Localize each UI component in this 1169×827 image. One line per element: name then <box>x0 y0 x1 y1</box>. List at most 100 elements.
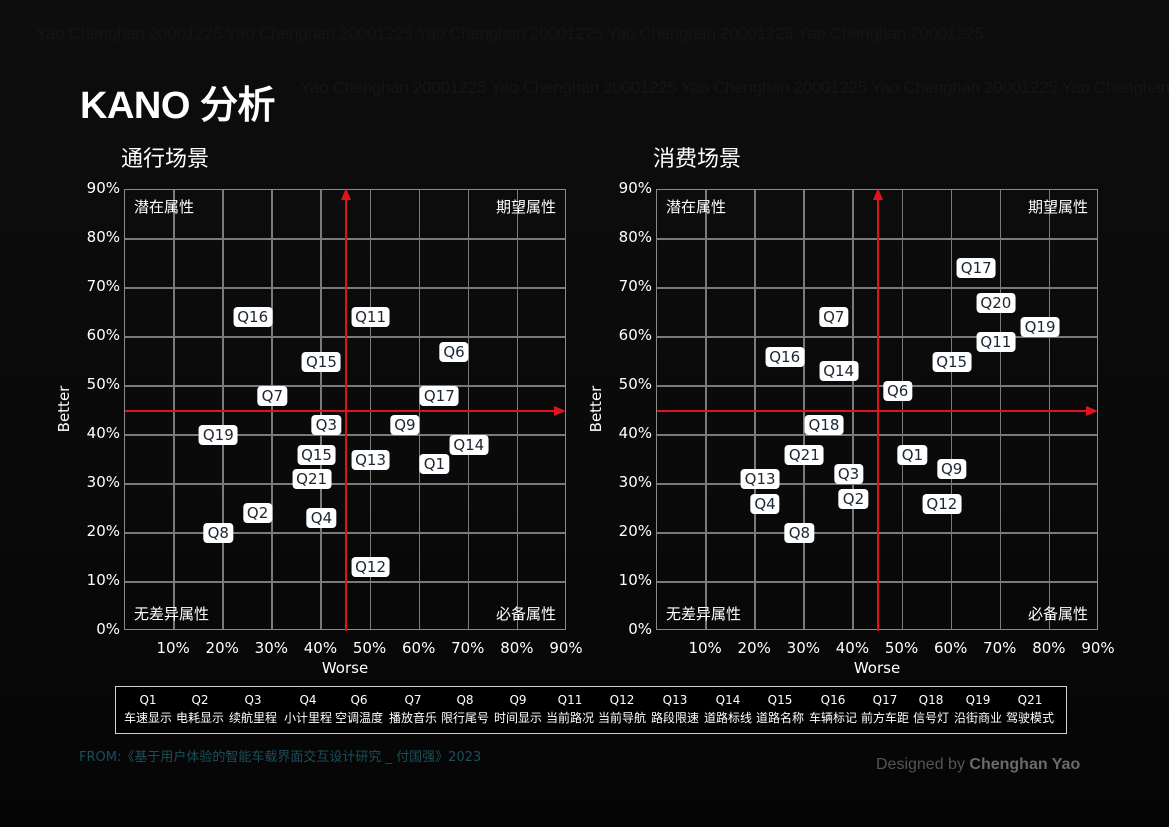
arrow-up-icon <box>341 188 351 200</box>
chart-title: 消费场景 <box>653 147 742 172</box>
x-tick-label: 20% <box>737 639 771 657</box>
legend-item: Q4 小计里程 <box>284 692 332 728</box>
quadrant-label-expected: 期望属性 <box>495 198 556 216</box>
y-tick-label: 20% <box>86 522 120 540</box>
x-tick-label: 90% <box>1081 639 1115 657</box>
data-point-label: Q9 <box>936 459 967 480</box>
x-tick-label: 90% <box>549 639 583 657</box>
legend-name: 电耗显示 <box>176 711 225 725</box>
y-tick-label: 60% <box>618 326 652 344</box>
data-point-label: Q2 <box>838 488 869 509</box>
legend-item: Q7 播放音乐 <box>389 692 437 728</box>
data-point-label: Q11 <box>976 331 1016 352</box>
y-tick-label: 60% <box>86 326 120 344</box>
legend-name: 车速显示 <box>124 711 173 725</box>
data-point-label: Q8 <box>203 523 233 543</box>
legend-name: 驾驶模式 <box>1006 711 1055 725</box>
legend-code: Q14 <box>715 693 741 707</box>
legend-item: Q13 路段限速 <box>651 692 699 728</box>
data-point-label: Q12 <box>351 557 390 578</box>
legend-name: 空调温度 <box>335 711 384 725</box>
legend-code: Q4 <box>299 693 317 707</box>
legend-item: Q19 沿街商业 <box>954 692 1002 728</box>
y-tick-label: 80% <box>618 228 652 246</box>
worse-threshold-line <box>877 194 879 631</box>
legend-name: 车辆标记 <box>809 711 858 725</box>
legend-code: Q2 <box>191 693 209 707</box>
legend-code: Q11 <box>557 693 583 707</box>
legend-item: Q12 当前导航 <box>598 692 646 728</box>
x-tick-label: 50% <box>884 639 919 657</box>
arrow-up-icon <box>873 188 883 200</box>
arrow-right-icon <box>1086 405 1098 416</box>
data-point-label: Q15 <box>297 444 336 465</box>
better-threshold-line <box>125 409 561 412</box>
y-tick-label: 70% <box>86 277 120 295</box>
quadrant-label-indifferent: 无差异属性 <box>666 605 742 623</box>
legend-item: Q8 限行尾号 <box>441 692 489 728</box>
legend-item: Q3 续航里程 <box>229 692 277 728</box>
y-tick-label: 40% <box>86 424 120 442</box>
data-point-label: Q14 <box>819 361 859 382</box>
x-tick-label: 10% <box>156 639 190 657</box>
x-tick-label: 10% <box>688 639 722 657</box>
y-tick-label: 80% <box>86 228 120 246</box>
legend-item: Q6 空调温度 <box>335 692 383 728</box>
data-point-label: Q4 <box>306 508 337 529</box>
quadrant-label-potential: 潜在属性 <box>134 198 195 216</box>
quadrant-label-expected: 期望属性 <box>1027 198 1088 216</box>
data-point-label: Q15 <box>932 351 972 372</box>
data-point-label: Q2 <box>242 503 273 524</box>
watermark-line-1: Yao Chenghan 20001225 Yao Chenghan 20001… <box>36 24 984 43</box>
data-point-label: Q21 <box>292 469 332 490</box>
legend-name: 道路名称 <box>756 711 805 725</box>
data-point-label: Q8 <box>784 523 815 543</box>
x-tick-label: 60% <box>401 639 436 657</box>
x-tick-label: 70% <box>451 639 485 657</box>
legend-name: 当前导航 <box>598 711 647 725</box>
legend-code: Q15 <box>767 693 793 707</box>
legend-name: 续航里程 <box>229 711 278 725</box>
data-point-label: Q7 <box>257 385 288 406</box>
legend-code: Q3 <box>244 693 262 707</box>
source-citation: FROM:《基于用户体验的智能车载界面交互设计研究 _ 付国强》2023 <box>79 750 482 765</box>
data-point-label: Q16 <box>765 346 805 367</box>
data-point-label: Q6 <box>439 341 469 362</box>
plot-area: 潜在属性 期望属性 无差异属性 必备属性 Q16 Q11 Q15 Q6 Q7 Q17 Q3 Q9 Q19… <box>124 188 566 631</box>
x-axis-label: Worse <box>321 659 369 677</box>
legend-name: 信号灯 <box>913 711 950 725</box>
data-point-label: Q17 <box>419 385 459 406</box>
y-axis-label: Better <box>55 385 73 432</box>
x-tick-label: 60% <box>933 639 968 657</box>
data-point-label: Q3 <box>833 464 864 485</box>
legend-code: Q17 <box>872 693 898 707</box>
credit-name: Chenghan Yao <box>969 756 1081 773</box>
y-tick-label: 0% <box>96 620 120 638</box>
legend-item: Q1 车速显示 <box>124 692 172 728</box>
legend-code: Q1 <box>139 693 157 707</box>
better-threshold-line <box>657 409 1093 412</box>
legend-name: 沿街商业 <box>954 711 1003 725</box>
data-point-label: Q21 <box>784 444 824 465</box>
question-legend: Q1 车速显示 Q2 电耗显示 Q3 续航里程 Q4 小计里程 Q6 空调温度 Q7 播放音乐 Q8 限行… <box>115 686 1067 734</box>
legend-code: Q6 <box>350 693 368 707</box>
legend-item: Q18 信号灯 <box>913 692 949 728</box>
credit-prefix: Designed by <box>876 756 970 773</box>
legend-item: Q16 车辆标记 <box>809 692 857 728</box>
x-tick-label: 80% <box>1032 639 1066 657</box>
data-point-label: Q18 <box>804 415 844 436</box>
legend-code: Q13 <box>662 693 688 707</box>
y-tick-label: 50% <box>86 375 120 393</box>
legend-name: 前方车距 <box>861 711 910 725</box>
watermark-line-2: Yao Chenghan 20001225 Yao Chenghan 20001… <box>300 78 1169 97</box>
y-axis-label: Better <box>587 385 605 432</box>
page-title: KANO 分析 <box>80 85 275 127</box>
x-tick-label: 50% <box>352 639 387 657</box>
legend-item: Q2 电耗显示 <box>176 692 224 728</box>
legend-code: Q9 <box>509 693 527 707</box>
legend-item: Q9 时间显示 <box>494 692 542 728</box>
data-point-label: Q15 <box>301 351 341 372</box>
data-point-label: Q14 <box>449 434 489 455</box>
data-point-label: Q12 <box>922 493 962 514</box>
arrow-right-icon <box>554 405 566 416</box>
